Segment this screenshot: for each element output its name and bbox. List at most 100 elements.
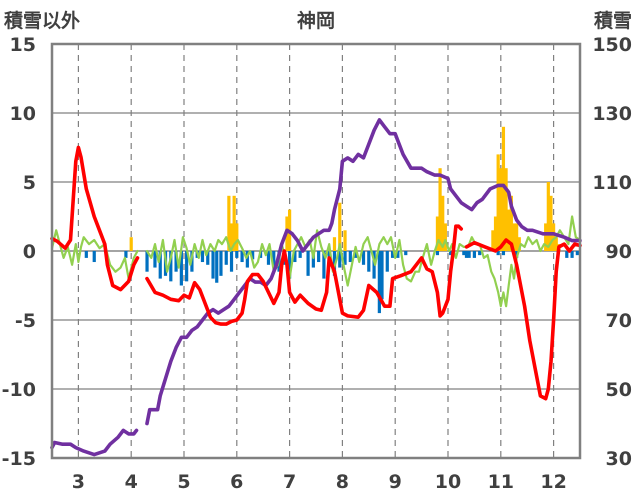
data-bar (219, 251, 223, 276)
left-tick-label: 15 (10, 34, 36, 56)
data-bar (327, 251, 331, 258)
right-axis-label: 積雪 (594, 9, 632, 32)
data-bar (224, 251, 228, 265)
data-bar (504, 168, 508, 251)
data-bar (338, 251, 342, 268)
data-bar (306, 251, 310, 276)
data-bar (288, 251, 292, 279)
series-line (464, 238, 582, 401)
data-bar (404, 251, 408, 256)
data-bar (554, 237, 558, 251)
data-bar (499, 168, 503, 251)
data-bar (266, 251, 271, 265)
data-bar (158, 251, 162, 279)
data-bar (512, 223, 516, 251)
data-bar (343, 230, 347, 251)
data-bar (153, 251, 157, 268)
data-bar (211, 251, 215, 279)
series-line (50, 428, 139, 457)
data-bar (443, 223, 447, 251)
x-tick-label: 12 (540, 471, 566, 493)
left-tick-label: -15 (2, 448, 36, 470)
x-tick-label: 5 (177, 471, 190, 493)
data-bar (377, 251, 381, 314)
data-bar (251, 251, 255, 260)
data-bar (501, 251, 506, 256)
data-bar (229, 223, 234, 251)
data-bar (478, 251, 482, 256)
data-bar (438, 168, 442, 251)
data-bar (145, 251, 149, 272)
data-bar (179, 251, 183, 286)
data-bar (441, 195, 445, 251)
data-bar (546, 182, 550, 251)
data-bar (348, 251, 352, 263)
data-bar (129, 237, 133, 251)
data-bar (496, 251, 500, 256)
right-tick-label: 90 (606, 241, 632, 263)
data-bar (240, 251, 244, 263)
series-line (145, 224, 464, 326)
data-bar (491, 230, 495, 251)
data-bar (570, 251, 574, 258)
right-tick-label: 130 (592, 103, 632, 125)
data-bar (435, 251, 440, 256)
data-bar (385, 251, 389, 272)
data-bar (396, 251, 400, 258)
series-line (50, 145, 140, 292)
data-bar (293, 251, 297, 263)
left-tick-label: -5 (15, 310, 36, 332)
data-bar (575, 251, 579, 256)
data-bar (501, 126, 506, 251)
x-tick-label: 10 (435, 471, 461, 493)
data-bar (311, 251, 315, 268)
data-bar (206, 251, 210, 265)
series-line (145, 118, 582, 426)
data-bar (174, 251, 178, 272)
x-tick-label: 4 (125, 471, 138, 493)
data-bar (449, 251, 453, 256)
data-bar (380, 251, 384, 300)
x-tick-label: 3 (72, 471, 85, 493)
data-bar (169, 251, 173, 282)
data-bar (235, 251, 239, 258)
x-tick-label: 7 (283, 471, 296, 493)
right-tick-label: 70 (606, 310, 632, 332)
left-axis-label: 積雪以外 (4, 9, 80, 32)
data-bar (493, 216, 498, 251)
data-bar (462, 251, 466, 256)
data-bar (544, 223, 548, 251)
data-bar (322, 251, 326, 279)
data-bar (509, 195, 513, 251)
data-bar (367, 251, 371, 272)
data-bar (124, 251, 128, 258)
right-tick-label: 30 (606, 448, 632, 470)
data-bar (354, 251, 358, 258)
data-bar (227, 195, 231, 251)
data-bar (298, 251, 302, 258)
data-bar (232, 195, 236, 251)
data-bar (272, 251, 276, 268)
data-bar (84, 251, 88, 258)
lines (50, 118, 582, 457)
data-bar (245, 251, 249, 268)
data-bar (435, 216, 440, 251)
data-bar (496, 154, 500, 251)
data-bar (472, 251, 476, 258)
right-tick-label: 110 (592, 172, 632, 194)
data-bar (317, 251, 321, 263)
series-line (145, 215, 582, 308)
right-tick-label: 50 (606, 379, 632, 401)
data-bar (185, 251, 189, 282)
plot-frame (50, 42, 582, 460)
left-tick-label: -10 (2, 379, 36, 401)
data-bar (338, 202, 342, 251)
left-tick-label: 10 (10, 103, 36, 125)
data-bar (92, 251, 96, 263)
left-tick-label: 5 (23, 172, 36, 194)
data-bar (390, 251, 395, 258)
data-bar (343, 251, 347, 265)
x-tick-label: 8 (336, 471, 349, 493)
data-bar (361, 251, 366, 265)
